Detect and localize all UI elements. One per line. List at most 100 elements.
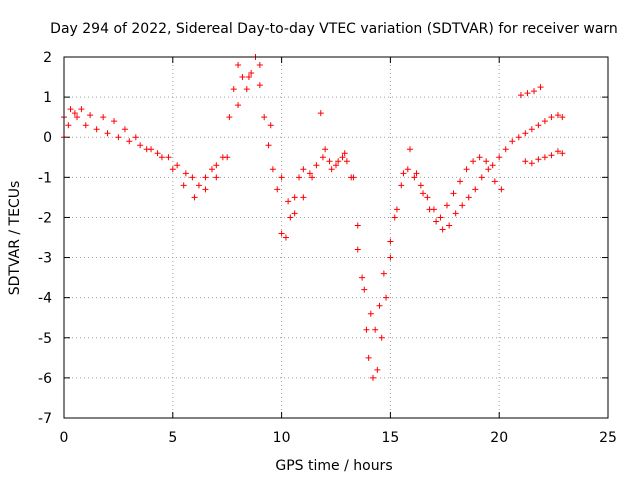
- data-point: [363, 326, 370, 333]
- data-point: [213, 174, 220, 181]
- data-point: [191, 194, 198, 201]
- x-tick-label: 20: [490, 430, 508, 446]
- data-point: [378, 334, 385, 341]
- data-point: [121, 126, 128, 133]
- data-point: [341, 150, 348, 157]
- data-point: [406, 146, 413, 153]
- data-point: [67, 106, 74, 113]
- data-point: [319, 154, 326, 161]
- data-point: [248, 70, 255, 77]
- data-point: [537, 84, 544, 91]
- data-point: [267, 122, 274, 129]
- data-point: [300, 194, 307, 201]
- y-tick-label: -6: [38, 371, 52, 387]
- data-point: [115, 134, 122, 141]
- data-point: [208, 166, 215, 173]
- data-point: [400, 170, 407, 177]
- data-point: [535, 156, 542, 163]
- data-point: [463, 166, 470, 173]
- y-tick-label: -2: [38, 210, 52, 226]
- data-point: [365, 354, 372, 361]
- data-point: [498, 186, 505, 193]
- data-point: [367, 310, 374, 317]
- y-tick-label: -7: [38, 411, 52, 427]
- data-point: [239, 74, 246, 81]
- data-point: [517, 92, 524, 99]
- data-point: [261, 114, 268, 121]
- axis-ticks: [63, 56, 609, 419]
- data-point: [383, 294, 390, 301]
- y-tick-label: -5: [38, 331, 52, 347]
- data-point: [291, 194, 298, 201]
- data-point: [535, 122, 542, 129]
- data-point: [165, 154, 172, 161]
- data-point: [485, 166, 492, 173]
- data-point: [376, 302, 383, 309]
- data-point: [420, 190, 427, 197]
- data-point: [256, 82, 263, 89]
- data-point: [226, 114, 233, 121]
- data-point: [78, 106, 85, 113]
- data-point: [71, 110, 78, 117]
- data-point: [359, 274, 366, 281]
- y-tick-label: -3: [38, 251, 52, 267]
- x-tick-label: 15: [381, 430, 399, 446]
- data-point: [224, 154, 231, 161]
- data-point: [369, 374, 376, 381]
- data-point: [306, 170, 313, 177]
- grid: [64, 57, 608, 418]
- data-point: [443, 202, 450, 209]
- data-point: [132, 134, 139, 141]
- y-tick-label: 2: [43, 50, 52, 66]
- data-point: [313, 162, 320, 169]
- data-point: [361, 286, 368, 293]
- data-point: [348, 174, 355, 181]
- data-point: [213, 162, 220, 169]
- data-points: [61, 54, 566, 381]
- data-point: [169, 166, 176, 173]
- data-point: [278, 230, 285, 237]
- data-point: [522, 130, 529, 137]
- data-point: [541, 118, 548, 125]
- data-point: [174, 162, 181, 169]
- x-tick-labels: 0 5 10 15 20 25: [60, 430, 617, 446]
- data-point: [287, 214, 294, 221]
- series-track-b: [61, 62, 505, 333]
- data-point: [235, 62, 242, 69]
- data-point: [326, 158, 333, 165]
- x-tick-label: 25: [599, 430, 617, 446]
- data-point: [335, 158, 342, 165]
- data-point: [282, 234, 289, 241]
- data-point: [424, 194, 431, 201]
- data-point: [87, 112, 94, 119]
- data-point: [554, 148, 561, 155]
- data-point: [417, 182, 424, 189]
- data-point: [411, 174, 418, 181]
- data-point: [339, 154, 346, 161]
- data-point: [489, 162, 496, 169]
- data-point: [470, 158, 477, 165]
- series-track-d: [522, 148, 566, 167]
- data-point: [274, 186, 281, 193]
- data-point: [195, 182, 202, 189]
- data-point: [476, 154, 483, 161]
- data-point: [354, 246, 361, 253]
- data-point: [380, 270, 387, 277]
- data-point: [426, 206, 433, 213]
- data-point: [126, 138, 133, 145]
- data-point: [230, 86, 237, 93]
- data-point: [202, 174, 209, 181]
- x-tick-label: 0: [60, 430, 69, 446]
- data-point: [387, 254, 394, 261]
- series-track-c: [517, 84, 544, 99]
- data-point: [189, 174, 196, 181]
- data-point: [269, 166, 276, 173]
- data-point: [524, 90, 531, 97]
- data-point: [104, 130, 111, 137]
- data-point: [457, 178, 464, 185]
- plot-frame: [63, 56, 609, 419]
- data-point: [245, 74, 252, 81]
- data-point: [374, 366, 381, 373]
- y-tick-label: 0: [43, 130, 52, 146]
- data-point: [483, 158, 490, 165]
